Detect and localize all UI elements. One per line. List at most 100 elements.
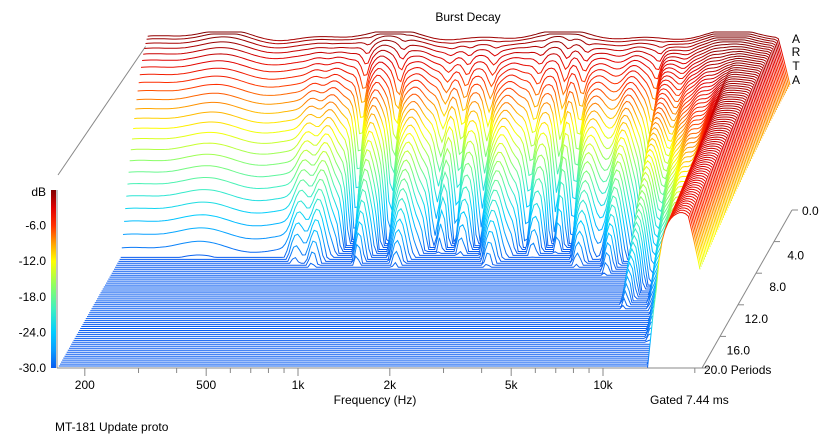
- decay-slice-line: [106, 114, 749, 284]
- decay-slice-line: [130, 64, 774, 241]
- decay-slice-line: [143, 39, 786, 94]
- decay-slice-line: [66, 193, 710, 353]
- decay-slice-line: [111, 103, 755, 274]
- decay-slice-line: [63, 200, 707, 359]
- decay-slice-line: [114, 98, 757, 270]
- decay-slice-line: [131, 62, 775, 229]
- period-tick-label: 0.0: [802, 204, 819, 218]
- decay-slice-line: [74, 177, 718, 339]
- decay-slice-line: [72, 181, 716, 343]
- decay-slice-line: [146, 33, 790, 88]
- decay-slice-line: [64, 198, 708, 357]
- decay-slice-line: [83, 158, 727, 324]
- decay-slice-line: [103, 118, 747, 288]
- x-ticks: 200 500 1k 2k 5k 10k: [75, 368, 696, 392]
- decay-slice-line: [133, 60, 776, 209]
- brand-letter: R: [792, 45, 801, 59]
- decay-slice-line: [85, 154, 729, 320]
- decay-slice-line: [108, 109, 752, 280]
- decay-slice-line: [79, 168, 722, 331]
- decay-slice-line: [136, 53, 780, 152]
- decay-slice-line: [69, 188, 712, 349]
- brand-letter: T: [792, 59, 800, 73]
- period-tick-label: 12.0: [745, 312, 769, 326]
- decay-slice-line: [88, 149, 731, 316]
- decay-slice-line: [122, 80, 766, 254]
- decay-slice-line: [128, 69, 772, 245]
- decay-slice-line: [125, 76, 768, 250]
- decay-slice-line: [99, 127, 743, 296]
- decay-slice-line: [124, 78, 767, 252]
- decay-slice-line: [105, 116, 748, 286]
- decay-slice-line: [89, 147, 732, 314]
- decay-slice-line: [67, 191, 711, 351]
- decay-slice-line: [91, 143, 735, 310]
- decay-slice-line: [112, 100, 756, 272]
- period-ticks: 0.0 4.0 8.0 12.0 16.0 20.0 Periods: [702, 204, 819, 377]
- decay-slice-line: [139, 46, 783, 103]
- decay-slice-line: [73, 179, 717, 341]
- x-tick-label: 1k: [292, 378, 306, 392]
- decay-slice-line: [76, 172, 720, 335]
- decay-slice-line: [80, 165, 723, 329]
- decay-slice-line: [93, 138, 737, 306]
- decay-slice-line: [140, 43, 784, 98]
- decay-slice-line: [144, 37, 788, 92]
- decay-slice-line: [60, 207, 703, 365]
- decay-slice-line: [117, 91, 761, 264]
- decay-slice-line: [84, 156, 728, 322]
- x-tick-label: 200: [75, 378, 95, 392]
- gated-annotation: Gated 7.44 ms: [650, 393, 729, 407]
- brand-letter: A: [792, 73, 800, 87]
- decay-slice-line: [142, 41, 785, 96]
- chart-title: Burst Decay: [435, 10, 500, 24]
- decay-slice-line: [109, 107, 753, 278]
- decay-slice-line: [82, 161, 726, 326]
- decay-slice-line: [129, 67, 773, 244]
- decay-slice-line: [101, 123, 745, 292]
- period-tick-label: 4.0: [787, 249, 804, 263]
- decay-slice-line: [90, 145, 734, 312]
- decay-slice-line: [87, 152, 730, 318]
- decay-slice-line: [119, 87, 763, 260]
- colorbar-tick-label: -12.0: [19, 254, 47, 268]
- colorbar-tick-label: -24.0: [19, 325, 47, 339]
- decay-slice-line: [121, 83, 765, 256]
- decay-slice-line: [78, 170, 721, 333]
- period-tick-label: 8.0: [769, 280, 786, 294]
- decay-slice-line: [135, 55, 779, 170]
- decay-slice-line: [118, 89, 762, 262]
- colorbar-tick-label: -30.0: [19, 361, 47, 375]
- decay-slice-line: [58, 209, 702, 367]
- decay-slice-line: [120, 85, 764, 258]
- x-tick-label: 500: [196, 378, 216, 392]
- decay-slice-line: [62, 202, 705, 361]
- decay-slice-line: [110, 105, 754, 276]
- x-axis-label: Frequency (Hz): [334, 393, 417, 407]
- decay-slice-line: [137, 50, 781, 135]
- colorbar-unit-label: dB: [31, 185, 46, 199]
- period-tick-label: 20.0 Periods: [704, 363, 771, 377]
- colorbar-tick-label: -6.0: [25, 219, 46, 233]
- decay-slice-line: [147, 31, 791, 86]
- decay-slice-line: [71, 184, 714, 345]
- colorbar: [51, 190, 56, 368]
- period-tick-label: 16.0: [727, 343, 751, 357]
- decay-slice-line: [65, 195, 709, 355]
- decay-slice-line: [116, 94, 759, 266]
- decay-slice-line: [70, 186, 713, 347]
- x-tick-label: 5k: [505, 378, 519, 392]
- decay-slice-line: [138, 48, 782, 118]
- decay-slice-line: [75, 174, 719, 337]
- colorbar-tick-label: -18.0: [19, 290, 47, 304]
- brand-letter: A: [792, 32, 800, 46]
- brand-letters: A R T A: [792, 32, 801, 87]
- decay-slices: [57, 31, 791, 369]
- decay-slice-line: [96, 134, 739, 302]
- colorbar-ticks: -6.0 -12.0 -18.0 -24.0 -30.0: [19, 219, 47, 375]
- x-tick-label: 2k: [383, 378, 397, 392]
- x-tick-label: 10k: [593, 378, 613, 392]
- decay-slice-line: [98, 129, 741, 298]
- frame-diagonal-edge: [57, 39, 151, 176]
- footer-label: MT-181 Update proto: [55, 420, 169, 434]
